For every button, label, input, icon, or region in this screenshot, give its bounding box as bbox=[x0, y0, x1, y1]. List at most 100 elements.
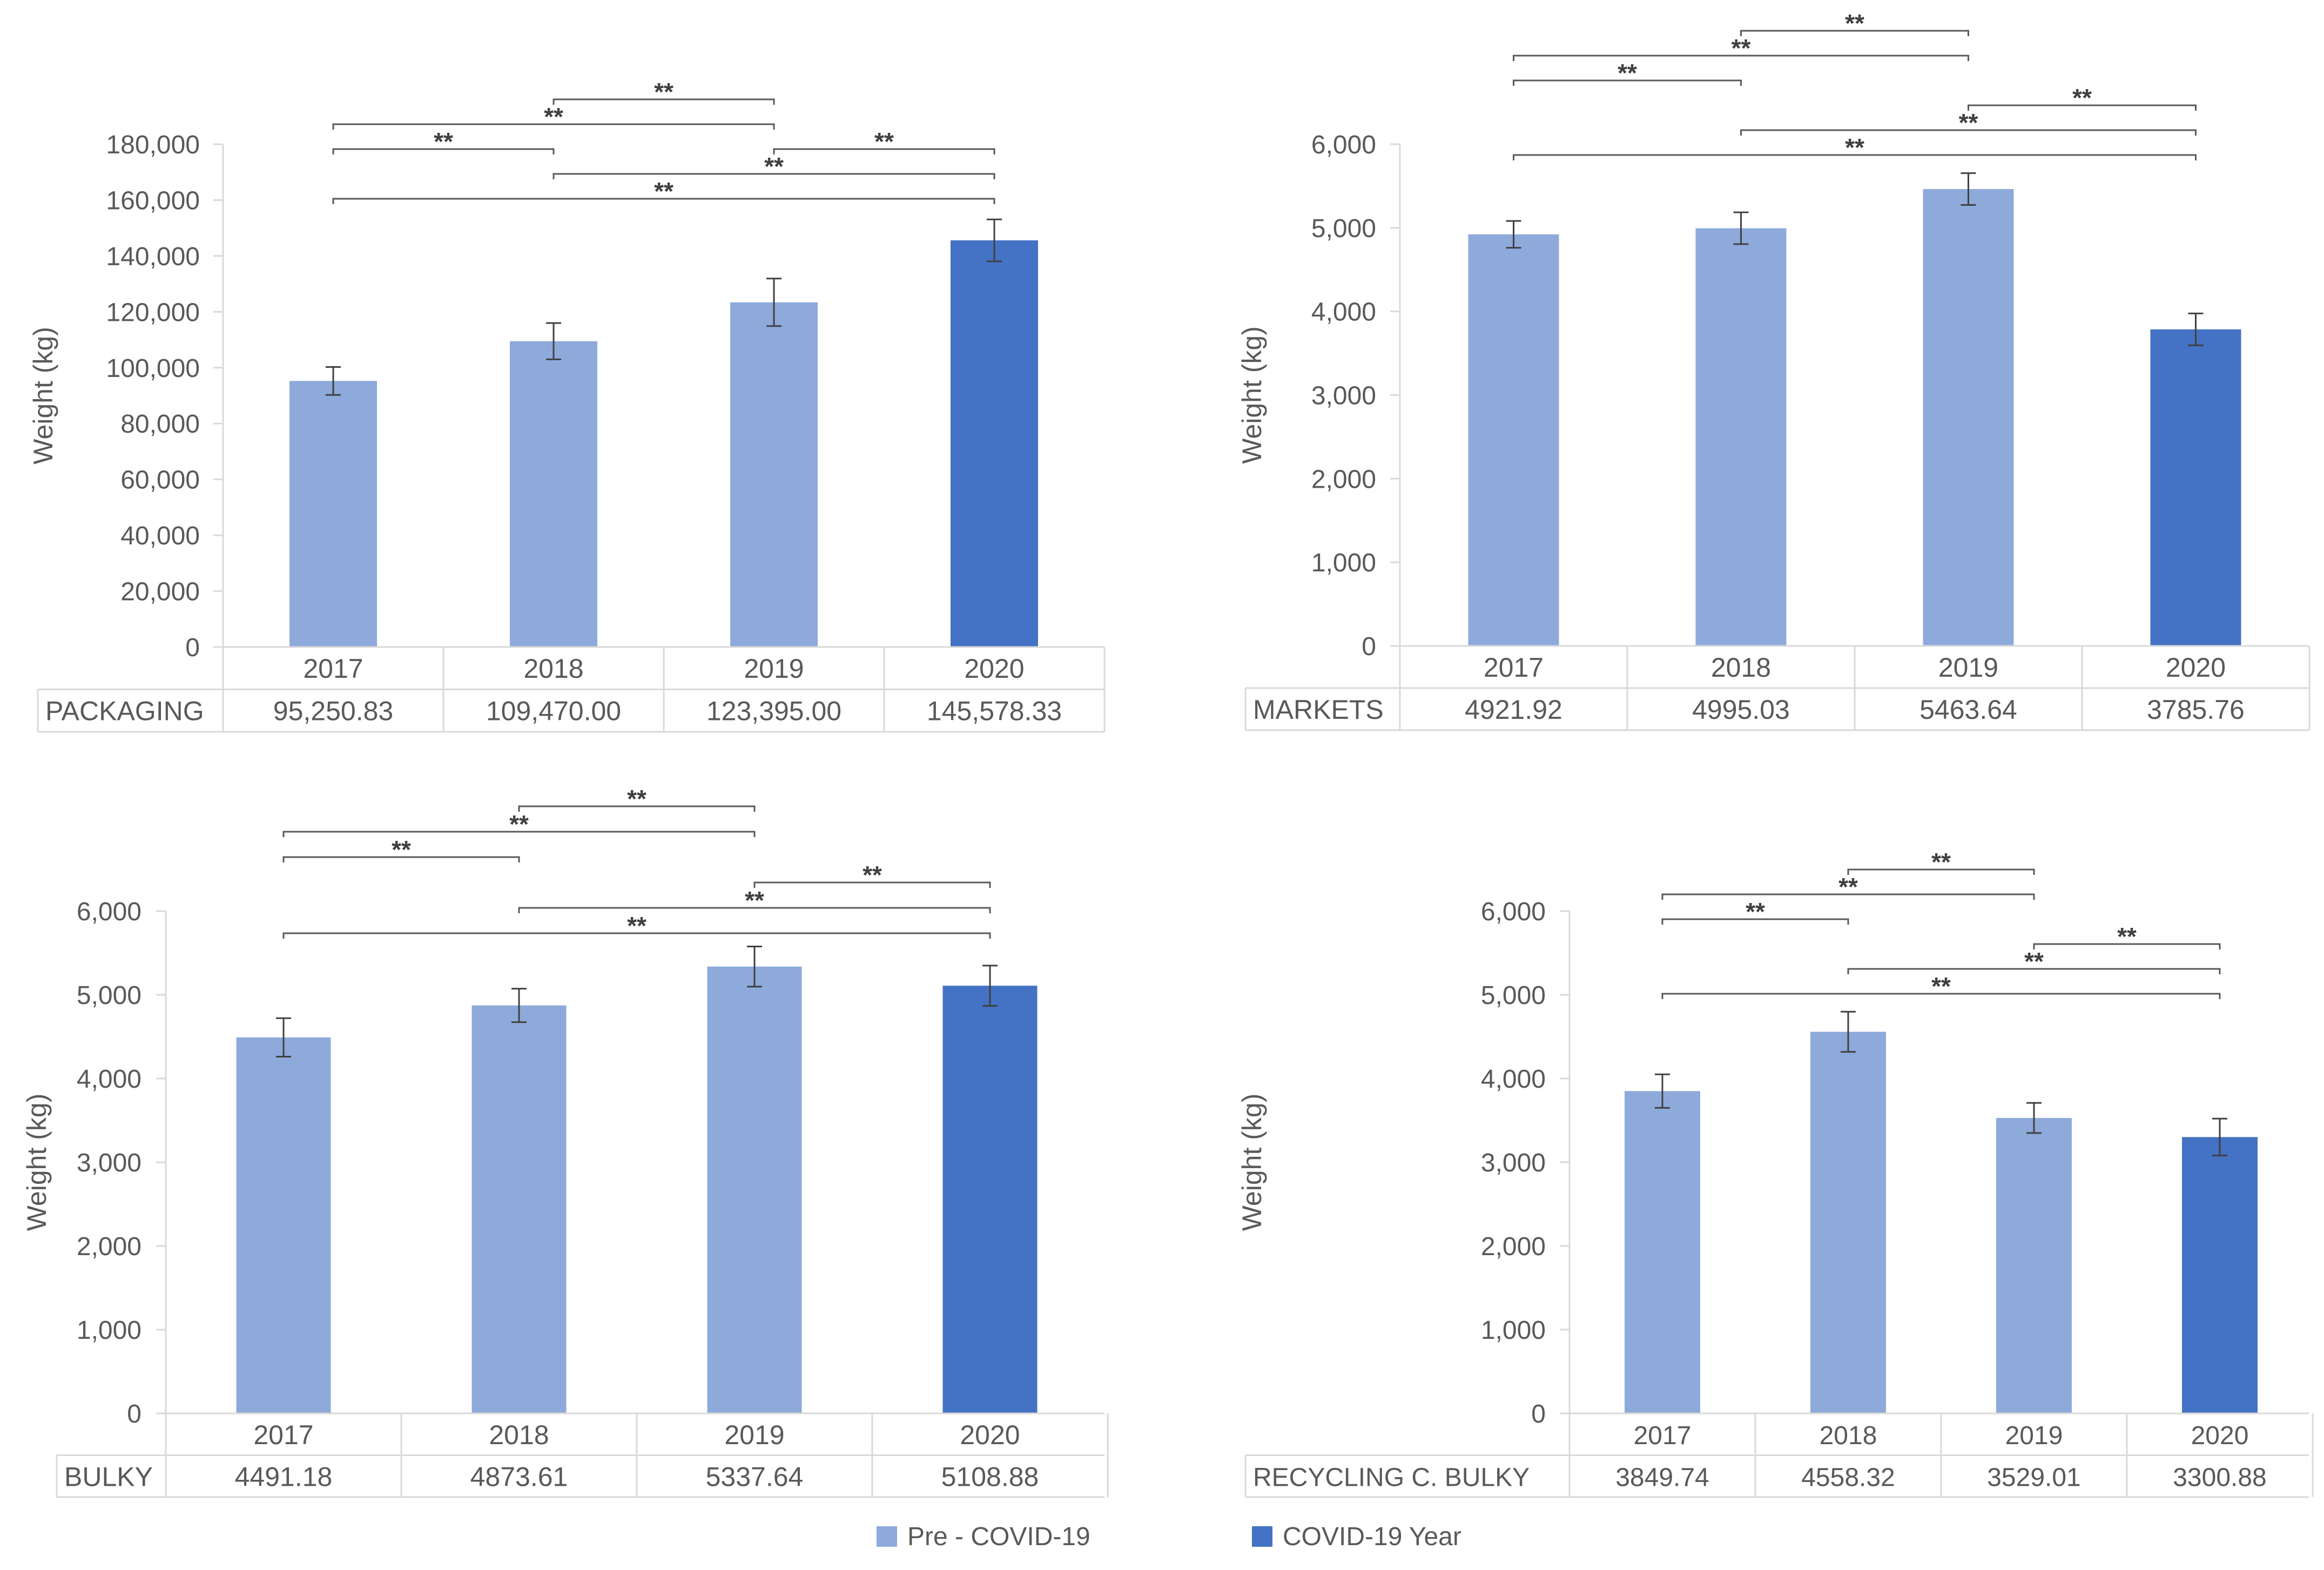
significance-label: ** bbox=[654, 177, 673, 205]
legend-swatch-covid bbox=[1252, 1526, 1272, 1547]
bar-2018 bbox=[1810, 1032, 1886, 1413]
table-value: 145,578.33 bbox=[927, 696, 1062, 726]
y-tick-label: 1,000 bbox=[77, 1316, 142, 1345]
x-category-label: 2017 bbox=[303, 653, 363, 684]
bar-2017 bbox=[1625, 1091, 1700, 1413]
bar-2020 bbox=[942, 986, 1038, 1413]
bar-2019 bbox=[730, 302, 818, 647]
x-category-label: 2017 bbox=[1634, 1421, 1692, 1450]
significance-label: ** bbox=[1838, 873, 1858, 901]
y-tick-label: 3,000 bbox=[77, 1149, 142, 1177]
y-tick-label: 5,000 bbox=[1481, 981, 1546, 1010]
table-value: 4873.61 bbox=[470, 1462, 568, 1492]
significance-label: ** bbox=[654, 78, 673, 106]
x-category-label: 2018 bbox=[1820, 1421, 1877, 1450]
significance-label: ** bbox=[863, 861, 882, 889]
significance-label: ** bbox=[627, 912, 646, 940]
significance-label: ** bbox=[1732, 34, 1751, 62]
table-row-label: RECYCLING C. BULKY bbox=[1253, 1464, 1530, 1492]
y-tick-label: 180,000 bbox=[106, 131, 200, 159]
significance-bracket bbox=[773, 148, 995, 154]
x-category-label: 2020 bbox=[960, 1420, 1020, 1450]
significance-bracket bbox=[1661, 993, 2221, 999]
significance-bracket bbox=[282, 856, 520, 863]
table-value: 3300.88 bbox=[2173, 1464, 2267, 1492]
y-tick-label: 6,000 bbox=[77, 898, 142, 926]
bar-2019 bbox=[1996, 1118, 2072, 1413]
y-tick-label: 4,000 bbox=[1311, 298, 1376, 327]
y-tick-label: 5,000 bbox=[77, 981, 142, 1010]
y-tick-label: 6,000 bbox=[1311, 131, 1376, 159]
y-tick-label: 5,000 bbox=[1311, 214, 1376, 243]
y-tick-label: 1,000 bbox=[1311, 549, 1376, 577]
y-axis-title: Weight (kg) bbox=[1237, 326, 1267, 464]
table-value: 109,470.00 bbox=[486, 696, 621, 726]
chart-packaging: Weight (kg) 0 20,000 40,000 60,000 80,000 100,… bbox=[28, 78, 1106, 733]
significance-bracket bbox=[282, 932, 991, 939]
table-value: 123,395.00 bbox=[706, 696, 841, 726]
chart-recycling-bulky: Weight (kg) 0 1,000 2,000 3,000 4,000 5,000 6,0… bbox=[1237, 848, 2314, 1498]
significance-bracket bbox=[1661, 893, 2035, 900]
x-category-label: 2017 bbox=[253, 1420, 313, 1450]
significance-bracket bbox=[1513, 154, 2197, 160]
significance-bracket bbox=[282, 831, 756, 837]
significance-bracket bbox=[1740, 30, 1969, 36]
y-tick-label: 1,000 bbox=[1481, 1316, 1546, 1345]
significance-bracket bbox=[332, 198, 995, 204]
x-category-label: 2019 bbox=[2005, 1421, 2063, 1450]
significance-bracket bbox=[753, 881, 991, 888]
y-tick-label: 3,000 bbox=[1311, 382, 1376, 410]
significance-label: ** bbox=[627, 785, 646, 813]
significance-label: ** bbox=[392, 835, 411, 864]
x-category-label: 2017 bbox=[1484, 652, 1544, 683]
significance-bracket bbox=[553, 98, 775, 105]
bar-2020 bbox=[2182, 1137, 2258, 1413]
significance-label: ** bbox=[2117, 922, 2137, 951]
significance-bracket bbox=[332, 148, 555, 154]
x-category-label: 2019 bbox=[744, 653, 804, 684]
significance-bracket bbox=[332, 123, 775, 130]
y-tick-label: 2,000 bbox=[1311, 465, 1376, 494]
bar-2019 bbox=[1923, 189, 2014, 646]
significance-label: ** bbox=[1959, 109, 1978, 137]
x-category-label: 2020 bbox=[964, 653, 1024, 684]
table-value: 95,250.83 bbox=[273, 696, 393, 726]
y-axis-title: Weight (kg) bbox=[1237, 1094, 1267, 1231]
chart-markets: Weight (kg) 0 1,000 2,000 3,000 4,000 5,000 6,0… bbox=[1237, 9, 2310, 731]
y-tick-label: 120,000 bbox=[106, 298, 200, 327]
y-tick-label: 2,000 bbox=[77, 1232, 142, 1261]
x-category-label: 2018 bbox=[1711, 652, 1771, 683]
significance-bracket bbox=[1513, 55, 1969, 61]
bar-2017 bbox=[1468, 234, 1559, 646]
x-category-label: 2020 bbox=[2166, 652, 2226, 683]
y-tick-label: 0 bbox=[1531, 1400, 1546, 1429]
table-value: 5337.64 bbox=[706, 1462, 804, 1492]
significance-label: ** bbox=[745, 886, 764, 914]
significance-bracket bbox=[1740, 129, 2197, 136]
table-value: 5108.88 bbox=[941, 1462, 1039, 1492]
y-tick-label: 2,000 bbox=[1481, 1232, 1546, 1261]
bar-2018 bbox=[1695, 228, 1787, 646]
bar-2017 bbox=[289, 381, 377, 647]
legend-label-covid: COVID-19 Year bbox=[1283, 1522, 1461, 1551]
x-category-label: 2018 bbox=[489, 1420, 549, 1450]
significance-label: ** bbox=[1931, 972, 1951, 1000]
x-category-label: 2018 bbox=[523, 653, 583, 684]
significance-bracket bbox=[1968, 104, 2197, 111]
significance-label: ** bbox=[1618, 59, 1637, 87]
significance-bracket bbox=[1847, 968, 2221, 974]
significance-bracket bbox=[518, 805, 756, 812]
legend-label-pre: Pre - COVID-19 bbox=[907, 1522, 1090, 1551]
y-axis-title: Weight (kg) bbox=[28, 327, 58, 464]
significance-bracket bbox=[553, 173, 995, 179]
legend: Pre - COVID-19 COVID-19 Year bbox=[877, 1522, 1461, 1551]
table-value: 4921.92 bbox=[1465, 695, 1562, 725]
bar-2020 bbox=[2150, 329, 2241, 646]
significance-label: ** bbox=[544, 103, 563, 131]
significance-bracket bbox=[1847, 868, 2035, 875]
significance-bracket bbox=[2033, 943, 2221, 949]
y-tick-label: 100,000 bbox=[106, 354, 200, 383]
table-value: 3529.01 bbox=[1987, 1464, 2081, 1492]
table-value: 5463.64 bbox=[1919, 695, 2017, 725]
